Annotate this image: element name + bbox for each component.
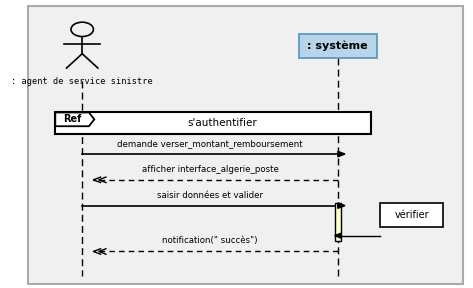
Text: notification(" succès"): notification(" succès"): [162, 236, 258, 245]
Text: afficher interface_algerie_poste: afficher interface_algerie_poste: [141, 165, 279, 174]
FancyBboxPatch shape: [55, 113, 371, 134]
Text: vérifier: vérifier: [394, 210, 429, 220]
Polygon shape: [338, 151, 345, 157]
Text: saisir données et valider: saisir données et valider: [157, 191, 263, 200]
FancyBboxPatch shape: [380, 203, 443, 227]
Text: s'authentifier: s'authentifier: [187, 118, 257, 128]
Text: : agent de service sinistre: : agent de service sinistre: [11, 77, 153, 86]
Polygon shape: [338, 203, 345, 209]
FancyBboxPatch shape: [335, 203, 341, 241]
Text: Ref: Ref: [63, 114, 81, 124]
Polygon shape: [55, 113, 94, 126]
Polygon shape: [335, 233, 341, 238]
FancyBboxPatch shape: [298, 34, 377, 58]
Text: : système: : système: [307, 41, 368, 51]
FancyBboxPatch shape: [28, 6, 464, 285]
Text: demande verser_montant_remboursement: demande verser_montant_remboursement: [117, 139, 303, 148]
